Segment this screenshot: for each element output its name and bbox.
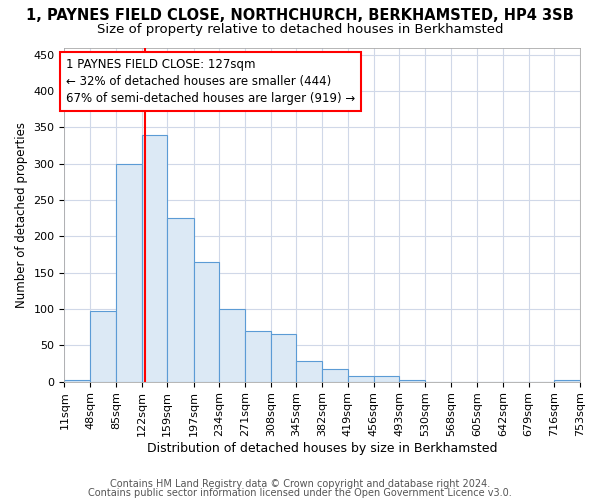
Bar	[64, 380, 90, 382]
Bar	[245, 331, 271, 382]
Y-axis label: Number of detached properties: Number of detached properties	[15, 122, 28, 308]
Text: 1, PAYNES FIELD CLOSE, NORTHCHURCH, BERKHAMSTED, HP4 3SB: 1, PAYNES FIELD CLOSE, NORTHCHURCH, BERK…	[26, 8, 574, 22]
Bar	[322, 368, 348, 382]
Bar	[400, 380, 425, 382]
Bar	[374, 376, 400, 382]
Bar	[194, 262, 220, 382]
Bar	[271, 334, 296, 382]
Bar	[296, 362, 322, 382]
Bar	[116, 164, 142, 382]
Bar	[167, 218, 194, 382]
Text: Contains public sector information licensed under the Open Government Licence v3: Contains public sector information licen…	[88, 488, 512, 498]
Text: 1 PAYNES FIELD CLOSE: 127sqm
← 32% of detached houses are smaller (444)
67% of s: 1 PAYNES FIELD CLOSE: 127sqm ← 32% of de…	[66, 58, 355, 106]
Bar	[142, 134, 167, 382]
Bar	[90, 311, 116, 382]
Bar	[554, 380, 580, 382]
Text: Size of property relative to detached houses in Berkhamsted: Size of property relative to detached ho…	[97, 22, 503, 36]
Bar	[348, 376, 374, 382]
Text: Contains HM Land Registry data © Crown copyright and database right 2024.: Contains HM Land Registry data © Crown c…	[110, 479, 490, 489]
Bar	[220, 309, 245, 382]
X-axis label: Distribution of detached houses by size in Berkhamsted: Distribution of detached houses by size …	[147, 442, 497, 455]
